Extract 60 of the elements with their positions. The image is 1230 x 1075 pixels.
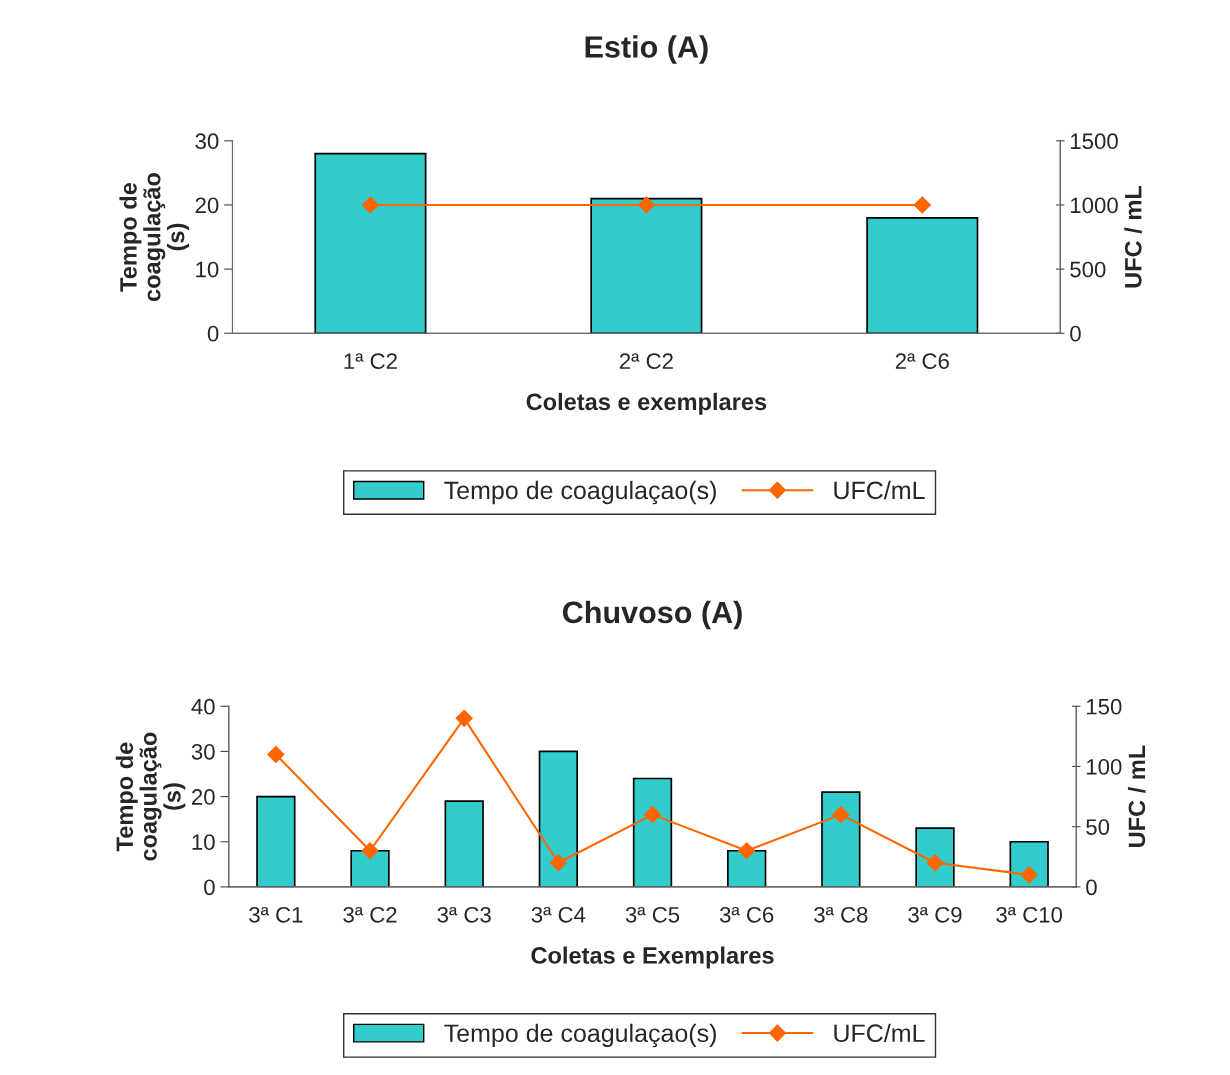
- y-axis-title: Tempo de coagulação (s): [115, 732, 186, 861]
- y2-tick-label: 0: [1086, 879, 1097, 896]
- point: [455, 709, 473, 727]
- x-tick-label: 3ª C4: [531, 906, 586, 923]
- point: [549, 854, 567, 872]
- point: [832, 806, 850, 824]
- bar: [350, 849, 390, 887]
- y2-tick-label: 0: [1070, 325, 1081, 342]
- y2-tick-label: 1500: [1070, 133, 1118, 150]
- bar: [590, 197, 703, 334]
- y2-axis-title: UFC / mL: [1127, 745, 1146, 847]
- y-tick-label: 30: [191, 743, 215, 760]
- point: [738, 842, 756, 860]
- bar: [821, 791, 861, 887]
- legend-label: Tempo de coagulaçao(s): [444, 1023, 716, 1048]
- point: [361, 842, 379, 860]
- x-tick-label: 3ª C5: [625, 906, 680, 923]
- bar: [314, 152, 427, 334]
- x-tick-label: 3ª C6: [719, 906, 774, 923]
- point: [1020, 866, 1038, 884]
- x-axis-title: Coletas e Exemplares: [531, 946, 774, 969]
- y-tick-label: 20: [191, 789, 215, 805]
- bar: [444, 800, 484, 887]
- legend-label: Tempo de coagulaçao(s): [444, 480, 716, 505]
- y-tick-label: 10: [196, 261, 219, 278]
- bar: [256, 795, 296, 887]
- bar: [632, 777, 673, 887]
- x-tick-label: 1ª C2: [344, 353, 397, 370]
- y2-axis-title: UFC / mL: [1124, 185, 1142, 288]
- y2-tick-label: 50: [1086, 819, 1110, 835]
- y-tick-label: 0: [207, 325, 219, 342]
- bar: [915, 827, 955, 887]
- y-tick-label: 10: [192, 834, 215, 850]
- x-tick-label: 2ª C2: [619, 353, 673, 370]
- y-tick-label: 20: [195, 197, 219, 214]
- bar: [866, 216, 979, 334]
- point: [267, 745, 285, 763]
- bar: [727, 849, 767, 887]
- x-tick-label: 3ª C3: [437, 906, 491, 923]
- x-tick-label: 2ª C6: [895, 353, 949, 370]
- y-tick-label: 30: [195, 133, 219, 150]
- x-tick-label: 3ª C8: [814, 906, 868, 923]
- x-tick-label: 3ª C2: [343, 906, 397, 923]
- x-tick-label: 3ª C1: [249, 906, 303, 923]
- chart-title: Chuvoso (A): [562, 600, 742, 630]
- bar: [538, 750, 579, 887]
- y-axis-title: Tempo de coagulação (s): [119, 173, 189, 302]
- chart-title: Estio (A): [585, 35, 708, 64]
- legend-label: UFC/mL: [834, 480, 925, 500]
- y2-tick-label: 100: [1086, 759, 1122, 775]
- legend-label: UFC/mL: [834, 1023, 925, 1043]
- point: [643, 806, 662, 824]
- x-axis-title: Coletas e exemplares: [526, 392, 767, 415]
- y2-tick-label: 1000: [1070, 197, 1118, 214]
- y2-tick-label: 500: [1070, 261, 1106, 278]
- y-tick-label: 40: [191, 698, 215, 715]
- x-tick-label: 3ª C9: [908, 906, 962, 923]
- x-tick-label: 3ª C10: [996, 906, 1063, 923]
- y-tick-label: 0: [204, 879, 215, 896]
- y2-tick-label: 150: [1086, 698, 1122, 715]
